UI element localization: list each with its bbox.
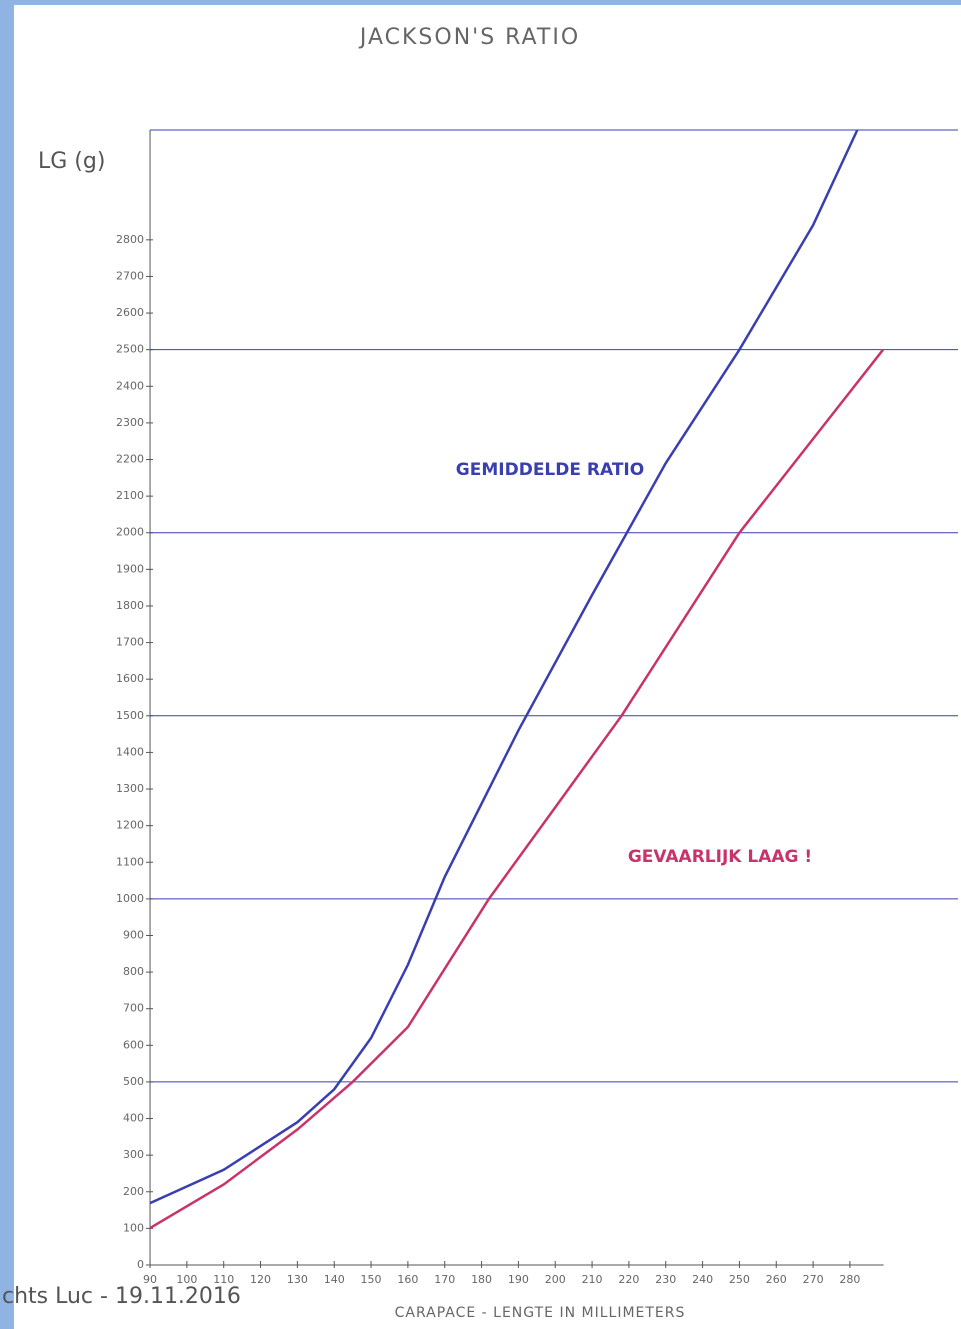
- y-tick-label: 1700: [116, 636, 144, 649]
- x-tick-label: 230: [655, 1273, 676, 1286]
- y-tick-label: 1400: [116, 745, 144, 758]
- chart-title: JACKSON'S RATIO: [358, 25, 580, 50]
- x-tick-label: 240: [692, 1273, 713, 1286]
- y-tick-label: 200: [123, 1185, 144, 1198]
- y-tick-label: 2600: [116, 306, 144, 319]
- series-line: [149, 129, 859, 1205]
- y-tick-label: 100: [123, 1221, 144, 1234]
- x-tick-label: 280: [839, 1273, 860, 1286]
- y-tick-label: 400: [123, 1112, 144, 1125]
- footer: chts Luc - 19.11.2016: [2, 1284, 241, 1309]
- y-tick-label: 800: [123, 965, 144, 978]
- y-tick-label: 700: [123, 1002, 144, 1015]
- y-tick-label: 2000: [116, 526, 144, 539]
- y-tick-label: 600: [123, 1038, 144, 1051]
- x-tick-label: 110: [213, 1273, 234, 1286]
- y-tick-label: 300: [123, 1148, 144, 1161]
- y-tick-label: 1200: [116, 819, 144, 832]
- x-tick-label: 220: [618, 1273, 639, 1286]
- y-tick-label: 500: [123, 1075, 144, 1088]
- y-tick-label: 2100: [116, 489, 144, 502]
- y-axis-label: LG (g): [38, 149, 105, 174]
- y-tick-label: 2500: [116, 343, 144, 356]
- x-tick-label: 100: [176, 1273, 197, 1286]
- x-tick-label: 160: [397, 1273, 418, 1286]
- y-tick-label: 2300: [116, 416, 144, 429]
- y-tick-label: 2400: [116, 379, 144, 392]
- y-tick-label: 1000: [116, 892, 144, 905]
- y-tick-label: 0: [137, 1258, 144, 1271]
- y-tick-label: 1800: [116, 599, 144, 612]
- y-tick-label: 2700: [116, 269, 144, 282]
- y-tick-label: 2800: [116, 233, 144, 246]
- y-tick-label: 1500: [116, 709, 144, 722]
- series-line: [149, 348, 885, 1230]
- x-tick-label: 270: [803, 1273, 824, 1286]
- y-tick-label: 2200: [116, 453, 144, 466]
- x-tick-label: 200: [545, 1273, 566, 1286]
- series-label: GEVAARLIJK LAAG !: [628, 847, 812, 867]
- x-tick-label: 90: [143, 1273, 157, 1286]
- x-tick-label: 140: [324, 1273, 345, 1286]
- y-tick-label: 1100: [116, 855, 144, 868]
- x-tick-label: 180: [471, 1273, 492, 1286]
- x-tick-label: 170: [434, 1273, 455, 1286]
- x-axis-label: CARAPACE - LENGTE IN MILLIMETERS: [395, 1305, 686, 1321]
- x-tick-label: 130: [287, 1273, 308, 1286]
- x-tick-label: 250: [729, 1273, 750, 1286]
- x-tick-label: 190: [508, 1273, 529, 1286]
- x-tick-label: 150: [361, 1273, 382, 1286]
- y-tick-label: 1600: [116, 672, 144, 685]
- y-tick-label: 1900: [116, 562, 144, 575]
- series-label: GEMIDDELDE RATIO: [456, 460, 644, 480]
- y-tick-label: 900: [123, 928, 144, 941]
- x-tick-label: 260: [766, 1273, 787, 1286]
- x-tick-label: 120: [250, 1273, 271, 1286]
- paper: [14, 5, 961, 1329]
- x-tick-label: 210: [582, 1273, 603, 1286]
- y-tick-label: 1300: [116, 782, 144, 795]
